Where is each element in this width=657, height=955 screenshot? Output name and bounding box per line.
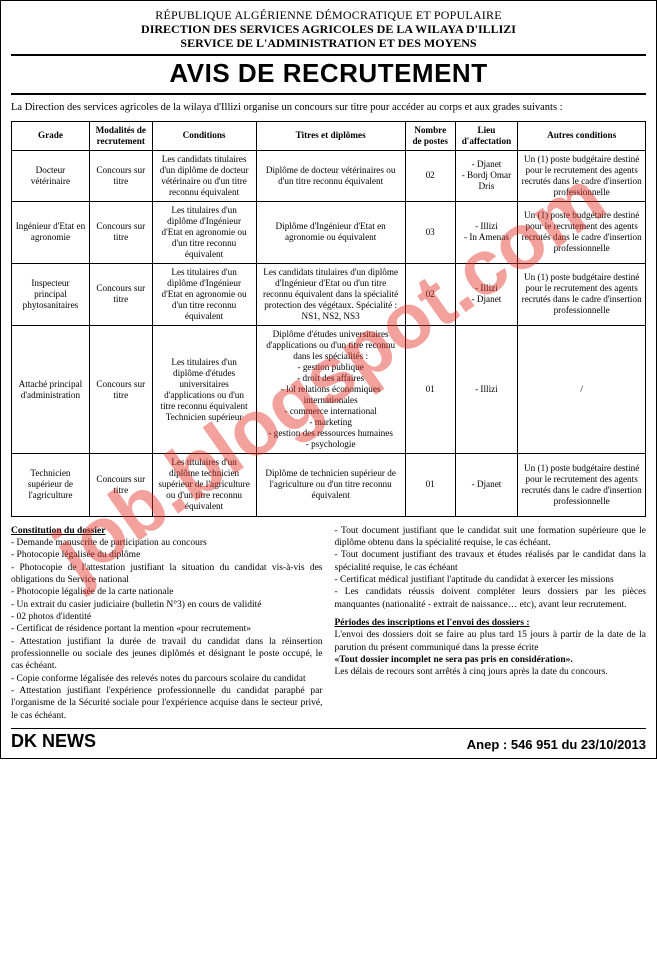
cell-autres: Un (1) poste budgétaire destiné pour le … (518, 201, 646, 263)
table-row: Inspecteur principal phytosanitairesConc… (12, 263, 646, 325)
cell-autres: Un (1) poste budgétaire destiné pour le … (518, 150, 646, 201)
cell-grade: Docteur vétérinaire (12, 150, 90, 201)
table-row: Technicien supérieur de l'agricultureCon… (12, 454, 646, 516)
table-row: Attaché principal d'administrationConcou… (12, 326, 646, 454)
periodes-p1: L'envoi des dossiers doit se faire au pl… (335, 629, 647, 654)
header-line-2: DIRECTION DES SERVICES AGRICOLES DE LA W… (11, 23, 646, 37)
dossier-item: Copie conforme légalisée des relevés not… (11, 673, 323, 685)
cell-titres: Diplôme de docteur vétérinaires ou d'un … (256, 150, 405, 201)
th-lieu: Lieu d'affectation (455, 121, 518, 150)
dossier-item: Certificat de résidence portant la menti… (11, 623, 323, 635)
table-row: Ingénieur d'Etat en agronomieConcours su… (12, 201, 646, 263)
page: job.blogspot.com RÉPUBLIQUE ALGÉRIENNE D… (0, 0, 657, 759)
cell-grade: Technicien supérieur de l'agriculture (12, 454, 90, 516)
dossier-item: Demande manuscrite de participation au c… (11, 537, 323, 549)
cell-conditions: Les titulaires d'un diplôme d'études uni… (152, 326, 256, 454)
header-line-3: SERVICE DE L'ADMINISTRATION ET DES MOYEN… (11, 37, 646, 51)
table-header-row: Grade Modalités de recrutement Condition… (12, 121, 646, 150)
th-autres: Autres conditions (518, 121, 646, 150)
cell-conditions: Les titulaires d'un diplôme d'Ingénieur … (152, 201, 256, 263)
cell-lieu: - Illizi (455, 326, 518, 454)
dossier-item: Certificat médical justifiant l'aptitude… (335, 574, 647, 586)
th-nombre: Nombre de postes (405, 121, 455, 150)
cell-nb: 01 (405, 454, 455, 516)
main-title: AVIS DE RECRUTEMENT (11, 54, 646, 95)
dossier-item: Photocopie de l'attestation justifiant l… (11, 562, 323, 587)
dossier-item: Attestation justifiant la durée de trava… (11, 636, 323, 673)
dossier-item: Tout document justifiant que le candidat… (335, 525, 647, 550)
recruitment-table: Grade Modalités de recrutement Condition… (11, 121, 646, 517)
cell-lieu: - Illizi - Djanet (455, 263, 518, 325)
dossier-item: 02 photos d'identité (11, 611, 323, 623)
cell-grade: Inspecteur principal phytosanitaires (12, 263, 90, 325)
cell-conditions: Les titulaires d'un diplôme technicien s… (152, 454, 256, 516)
th-titres: Titres et diplômes (256, 121, 405, 150)
periodes-bold: «Tout dossier incomplet ne sera pas pris… (335, 654, 647, 666)
cell-grade: Ingénieur d'Etat en agronomie (12, 201, 90, 263)
cell-nb: 03 (405, 201, 455, 263)
dossier-item: Photocopie légalisée du diplôme (11, 549, 323, 561)
footer-source: DK NEWS (11, 731, 96, 752)
cell-lieu: - Djanet (455, 454, 518, 516)
th-modalites: Modalités de recrutement (89, 121, 152, 150)
cell-titres: Diplôme d'études universitaires d'applic… (256, 326, 405, 454)
header-line-1: RÉPUBLIQUE ALGÉRIENNE DÉMOCRATIQUE ET PO… (11, 9, 646, 23)
cell-lieu: - Illizi - In Amenas (455, 201, 518, 263)
cell-modalites: Concours sur titre (89, 201, 152, 263)
dossier-item: Tout document justifiant des travaux et … (335, 549, 647, 574)
dossier-left-column: Constitution du dossier Demande manuscri… (11, 525, 323, 723)
cell-autres: Un (1) poste budgétaire destiné pour le … (518, 454, 646, 516)
intro-text: La Direction des services agricoles de l… (11, 101, 646, 114)
cell-nb: 02 (405, 150, 455, 201)
cell-conditions: Les candidats titulaires d'un diplôme de… (152, 150, 256, 201)
cell-autres: Un (1) poste budgétaire destiné pour le … (518, 263, 646, 325)
th-grade: Grade (12, 121, 90, 150)
table-row: Docteur vétérinaireConcours sur titreLes… (12, 150, 646, 201)
dossier-section: Constitution du dossier Demande manuscri… (11, 525, 646, 723)
periodes-heading: Périodes des inscriptions et l'envoi des… (335, 617, 647, 629)
cell-grade: Attaché principal d'administration (12, 326, 90, 454)
header-block: RÉPUBLIQUE ALGÉRIENNE DÉMOCRATIQUE ET PO… (11, 9, 646, 50)
cell-conditions: Les titulaires d'un diplôme d'Ingénieur … (152, 263, 256, 325)
cell-modalites: Concours sur titre (89, 454, 152, 516)
dossier-item: Les candidats réussis doivent compléter … (335, 586, 647, 611)
cell-nb: 02 (405, 263, 455, 325)
periodes-p2: Les délais de recours sont arrêtés à cin… (335, 666, 647, 678)
cell-lieu: - Djanet - Bordj Omar Dris (455, 150, 518, 201)
footer: DK NEWS Anep : 546 951 du 23/10/2013 (11, 728, 646, 752)
dossier-right-column: Tout document justifiant que le candidat… (335, 525, 647, 723)
dossier-heading: Constitution du dossier (11, 525, 323, 537)
dossier-item: Attestation justifiant l'expérience prof… (11, 685, 323, 722)
cell-titres: Les candidats titulaires d'un diplôme d'… (256, 263, 405, 325)
footer-anep: Anep : 546 951 du 23/10/2013 (467, 737, 646, 752)
cell-modalites: Concours sur titre (89, 263, 152, 325)
dossier-item: Photocopie légalisée de la carte nationa… (11, 586, 323, 598)
cell-titres: Diplôme de technicien supérieur de l'agr… (256, 454, 405, 516)
dossier-item: Un extrait du casier judiciaire (bulleti… (11, 599, 323, 611)
th-conditions: Conditions (152, 121, 256, 150)
cell-nb: 01 (405, 326, 455, 454)
cell-titres: Diplôme d'Ingénieur d'Etat en agronomie … (256, 201, 405, 263)
cell-modalites: Concours sur titre (89, 326, 152, 454)
cell-autres: / (518, 326, 646, 454)
cell-modalites: Concours sur titre (89, 150, 152, 201)
